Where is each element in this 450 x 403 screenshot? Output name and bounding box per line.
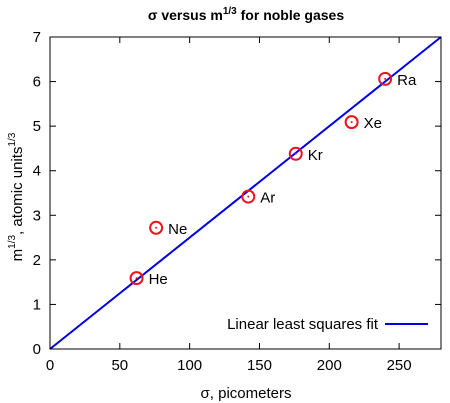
data-point-label: Kr (308, 147, 323, 164)
x-tick-label: 250 (387, 357, 412, 374)
legend-label: Linear least squares fit (227, 316, 379, 333)
data-point-label: Ar (260, 190, 275, 207)
y-axis-label-middle: , atomic units (9, 147, 26, 235)
chart-title-main: σ versus m (148, 7, 223, 23)
data-point-center (135, 277, 138, 280)
data-point-center (384, 77, 387, 80)
x-tick-label: 50 (111, 357, 128, 374)
data-point (149, 220, 164, 235)
y-axis-label-main: m (9, 249, 26, 262)
chart-title-rest: for noble gases (237, 7, 345, 23)
y-axis-label-sup2: 1/3 (7, 132, 18, 146)
data-point (344, 115, 359, 130)
legend: Linear least squares fit (227, 316, 428, 333)
fit-group (49, 36, 442, 350)
data-point-label: He (149, 271, 168, 288)
y-tick-label: 4 (33, 163, 41, 180)
data-point (129, 271, 144, 286)
tick-group: 0 50 100 150 200 250 0 1 2 3 4 5 6 7 (33, 29, 441, 374)
y-axis-label: m1/3, atomic units1/3 (7, 132, 26, 261)
data-point-center (247, 195, 250, 198)
data-point-center (350, 121, 353, 124)
data-point (378, 71, 393, 86)
fit-line (49, 36, 442, 350)
x-tick-label: 150 (247, 357, 272, 374)
y-tick-label: 0 (33, 341, 41, 358)
y-tick-label: 6 (33, 74, 41, 91)
x-axis-label: σ, picometers (201, 385, 292, 402)
x-tick-label: 200 (317, 357, 342, 374)
x-tick-label: 100 (177, 357, 202, 374)
data-point (241, 189, 256, 204)
y-axis-label-sup1: 1/3 (7, 235, 18, 249)
data-point-label: Xe (364, 115, 382, 132)
x-tick-label: 0 (46, 357, 54, 374)
plot-frame (49, 36, 442, 350)
y-tick-label: 3 (33, 207, 41, 224)
y-tick-label: 5 (33, 118, 41, 135)
y-tick-label: 7 (33, 29, 41, 46)
data-point-label: Ra (397, 72, 417, 89)
chart-title-sup: 1/3 (223, 6, 237, 17)
y-tick-label: 2 (33, 252, 41, 269)
data-point-center (294, 152, 297, 155)
data-point-label: Ne (168, 221, 187, 238)
y-tick-label: 1 (33, 296, 41, 313)
chart-title: σ versus m1/3 for noble gases (148, 6, 344, 23)
point-group: He Ne Ar Kr Xe Ra (129, 71, 417, 288)
data-point (288, 146, 303, 161)
data-point-center (155, 226, 158, 229)
